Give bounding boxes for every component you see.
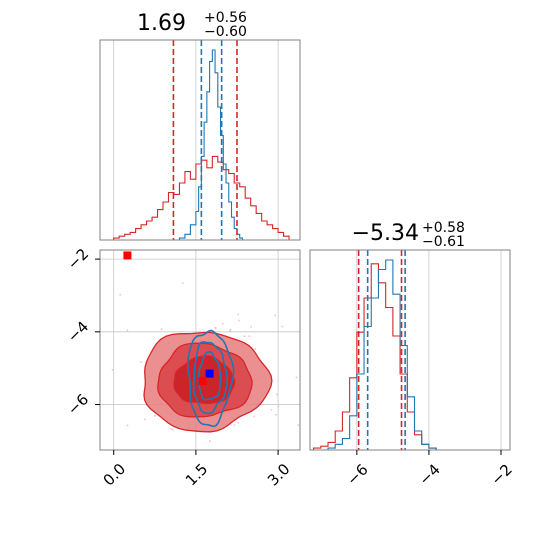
blue-histogram xyxy=(320,259,437,451)
y-tick-label: −2 xyxy=(64,245,92,273)
red-square-marker xyxy=(123,251,132,260)
x-tick-label: 3.0 xyxy=(264,460,294,490)
red-square-marker xyxy=(198,376,207,385)
sample-dot xyxy=(237,313,240,316)
panel-bottom-left-y-ticks: −2 −4 −6 xyxy=(64,245,100,419)
sample-dot xyxy=(140,360,143,363)
panel-top-left-title: 1.69 +0.56 −0.60 xyxy=(137,10,247,40)
sample-dot xyxy=(270,408,273,411)
sample-dot xyxy=(254,348,257,350)
sample-dot xyxy=(221,322,224,325)
sample-dot xyxy=(277,405,280,408)
sample-dot xyxy=(170,427,172,430)
panel-bottom-left-frame xyxy=(99,249,301,451)
panel-bottom-left-markers xyxy=(123,251,214,385)
x-tick-label: −2 xyxy=(488,461,516,489)
blue-square-marker xyxy=(205,369,214,378)
sample-dot xyxy=(276,393,278,396)
sample-dot xyxy=(274,314,277,317)
panel-bottom-right-title-main: −5.34 xyxy=(352,221,419,246)
panel-bottom-right-title-sub: −0.61 xyxy=(422,234,465,250)
sample-dot xyxy=(248,335,251,338)
sample-dot xyxy=(111,368,114,371)
panel-bottom-right-frame xyxy=(309,249,511,451)
panel-bottom-right-title-sup: +0.58 xyxy=(422,220,465,236)
panel-bottom-right-title: −5.34 +0.58 −0.61 xyxy=(352,220,465,250)
panel-bottom-left: 0.0 1.5 3.0 −2 −4 −6 xyxy=(64,245,301,490)
sample-dot xyxy=(295,376,298,379)
sample-dot xyxy=(275,413,277,416)
sample-dot xyxy=(144,418,146,421)
x-tick-label: 1.5 xyxy=(182,460,212,490)
blue-contour-1 xyxy=(186,329,235,428)
sample-dot xyxy=(237,421,240,424)
sample-dot xyxy=(229,330,232,332)
sample-dot xyxy=(238,319,240,322)
panel-top-left: 1.69 +0.56 −0.60 xyxy=(99,10,301,241)
panel-top-left-title-sup: +0.56 xyxy=(204,10,247,26)
panel-bottom-right-quantile-lines xyxy=(357,250,406,450)
x-tick-label: −4 xyxy=(415,461,443,489)
sample-dot xyxy=(243,335,246,338)
panel-bottom-right-histograms xyxy=(313,259,437,451)
sample-dot xyxy=(171,428,174,431)
sample-dot xyxy=(181,282,184,285)
panel-bottom-right: −6 −4 −2 −5.34 +0.58 −0.61 xyxy=(309,220,516,489)
panel-bottom-right-x-ticks: −6 −4 −2 xyxy=(343,450,516,489)
sample-dot xyxy=(229,328,232,331)
y-tick-label: −4 xyxy=(64,318,92,346)
sample-dot xyxy=(119,293,122,296)
sample-dot xyxy=(233,424,236,427)
sample-dot xyxy=(153,414,156,417)
sample-dot xyxy=(214,327,217,329)
x-tick-label: 0.0 xyxy=(100,460,130,490)
panel-top-left-grid xyxy=(113,40,279,240)
panel-top-left-quantile-lines xyxy=(172,40,238,240)
panel-bottom-left-x-ticks: 0.0 1.5 3.0 xyxy=(100,450,294,490)
sample-dot xyxy=(297,424,300,427)
sample-dot xyxy=(281,325,284,328)
panel-top-left-title-main: 1.69 xyxy=(137,11,186,36)
sample-dot xyxy=(126,424,129,427)
panel-top-left-title-sub: −0.60 xyxy=(204,24,247,40)
sample-dot xyxy=(253,415,256,418)
sample-dot xyxy=(126,329,129,332)
blue-contour-2 xyxy=(192,341,228,415)
sample-dot xyxy=(250,325,253,328)
x-tick-label: −6 xyxy=(343,461,371,489)
panel-top-left-frame xyxy=(99,39,301,241)
sample-dot xyxy=(160,328,163,330)
sample-dot xyxy=(208,440,211,443)
red-histogram xyxy=(313,263,437,450)
y-tick-label: −6 xyxy=(64,390,92,418)
